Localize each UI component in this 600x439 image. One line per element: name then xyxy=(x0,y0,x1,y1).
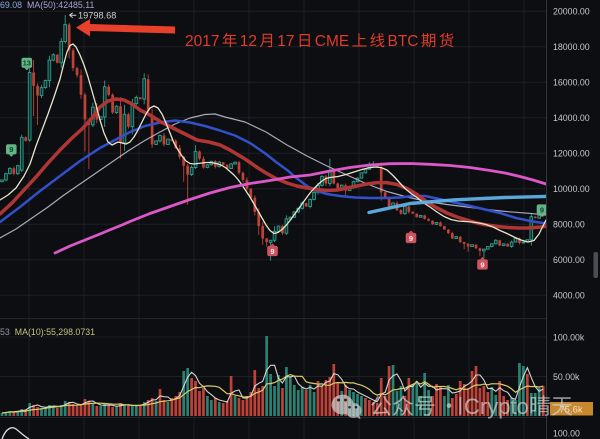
svg-text:10000.00: 10000.00 xyxy=(553,184,590,194)
svg-text:20000.00: 20000.00 xyxy=(553,7,590,17)
svg-text:Crypto: Crypto xyxy=(464,394,529,419)
svg-text:9: 9 xyxy=(480,260,484,269)
svg-text:17: 17 xyxy=(277,33,294,50)
svg-text:19798.68: 19798.68 xyxy=(78,11,116,21)
svg-text:9: 9 xyxy=(409,234,413,243)
svg-text:2017: 2017 xyxy=(185,33,219,50)
svg-text:CME: CME xyxy=(315,33,349,50)
svg-text:12: 12 xyxy=(240,33,257,50)
svg-text:75.6k: 75.6k xyxy=(559,404,582,415)
svg-text:100.00k: 100.00k xyxy=(553,332,585,342)
svg-text:18000.00: 18000.00 xyxy=(553,42,590,52)
svg-text:4000.00: 4000.00 xyxy=(553,291,585,301)
svg-text:9: 9 xyxy=(270,247,274,256)
svg-text:14000.00: 14000.00 xyxy=(553,113,590,123)
svg-text:BTC: BTC xyxy=(388,33,419,50)
svg-text:50.00k: 50.00k xyxy=(553,372,580,382)
svg-text:16000.00: 16000.00 xyxy=(553,78,590,88)
svg-text:8000.00: 8000.00 xyxy=(553,220,585,230)
svg-text:6000.00: 6000.00 xyxy=(553,255,585,265)
svg-text:12000.00: 12000.00 xyxy=(553,149,590,159)
svg-text:100.00: 100.00 xyxy=(553,428,580,438)
svg-text:9: 9 xyxy=(9,145,13,154)
svg-text:13: 13 xyxy=(23,59,31,68)
svg-text:9: 9 xyxy=(540,205,544,214)
